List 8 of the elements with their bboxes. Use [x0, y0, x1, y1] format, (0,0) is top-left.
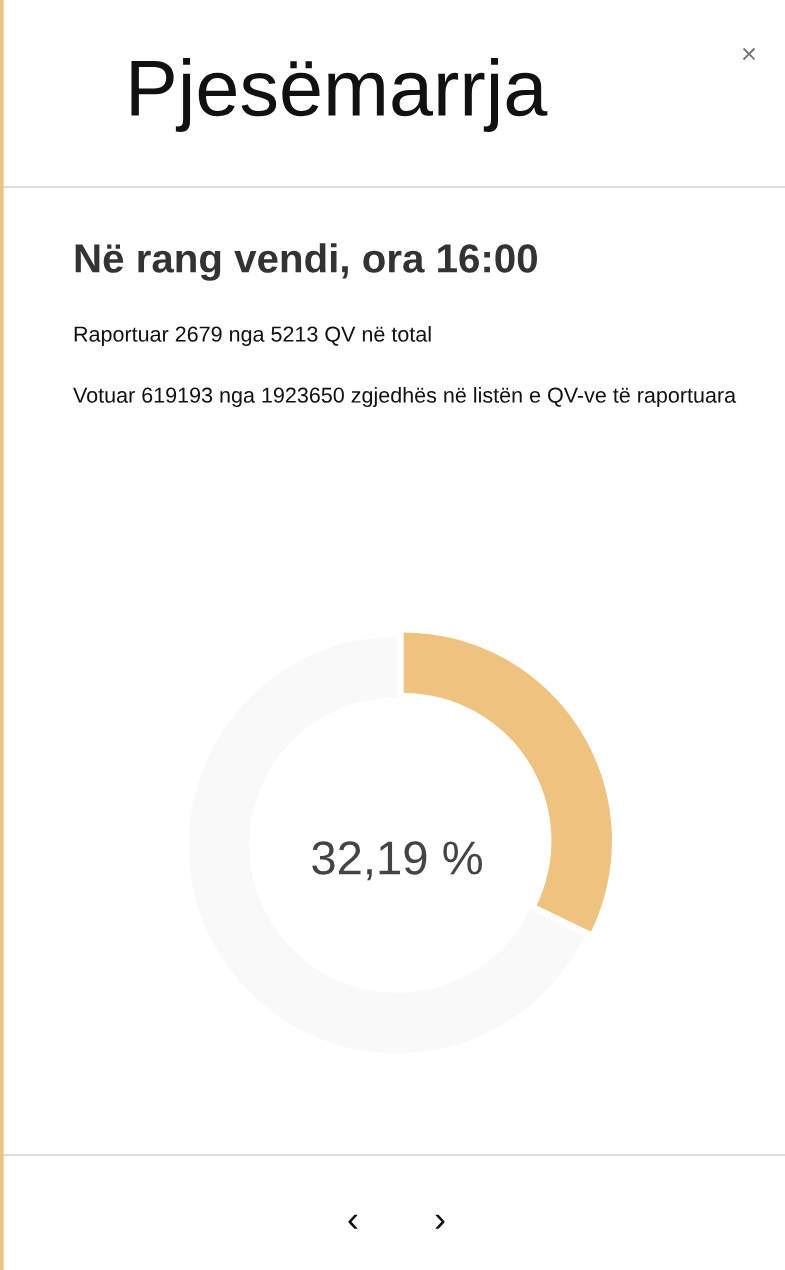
text: Raportuar 2679 nga 5213 QV në total — [74, 325, 431, 347]
text: Votuar 619193 nga 1923650 zgjedhës në listën e QV-ve të raportuara — [73, 387, 737, 408]
chart-subtitle: Në rang vendi, ora 16:00 — [75, 243, 537, 281]
chart-title: Pjesëmarrja — [131, 58, 548, 132]
text: × — [742, 47, 756, 61]
text: ‹ — [348, 1214, 358, 1229]
text: › — [435, 1214, 445, 1229]
text: 32,19 % — [312, 841, 482, 881]
